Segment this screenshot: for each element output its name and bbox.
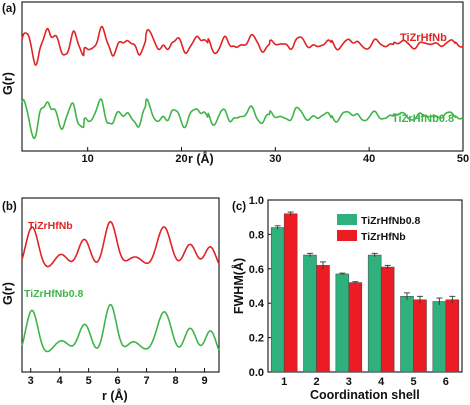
panel-b-curve-tizrhfnb [21, 220, 220, 268]
panel-c-ytick-label: 0.4 [249, 298, 265, 310]
bar-tizrhfnb08-shell-2 [303, 254, 317, 373]
bar-tizrhfnb-shell-5 [413, 299, 427, 373]
panel-c-ylabel: FWHM(Å) [231, 258, 246, 314]
panel-b-xtick-label: 7 [144, 375, 150, 387]
panel-b: (b) 3 4 5 6 7 8 9 r (Å) G(r) TiZrHfNb TiZrHfNb… [1, 197, 220, 403]
panel-a-xtick-label: 20 [175, 153, 187, 165]
panel-b-label: (b) [2, 201, 17, 213]
panel-c-ytick-label: 1.0 [249, 195, 264, 207]
panel-b-series-label-red: TiZrHfNb [28, 220, 73, 232]
panel-a-label: (a) [2, 3, 16, 15]
panel-c-xtick-label: 2 [313, 376, 319, 388]
panel-a-frame [21, 1, 464, 152]
panel-b-xtick-label: 5 [86, 375, 92, 387]
panel-c-ytick-label: 0.6 [249, 264, 264, 276]
panel-a-series-label-red: TiZrHfNb [400, 32, 447, 44]
bar-tizrhfnb08-shell-6 [432, 301, 447, 373]
panel-b-ylabel: G(r) [1, 282, 15, 305]
panel-a-series-label-green: TiZrHfNb0.8 [392, 113, 454, 125]
panel-b-xtick-label: 9 [201, 375, 207, 387]
panel-c-xtick-label: 3 [346, 376, 352, 388]
panel-b-xtick-label: 8 [172, 375, 178, 387]
bar-tizrhfnb-shell-1 [283, 213, 298, 373]
panel-a-xtick-label: 50 [457, 153, 469, 165]
panel-b-curve-tizrhfnb08 [21, 303, 220, 353]
panel-c-xlabel: Coordination shell [310, 388, 420, 402]
panel-a-ylabel: G(r) [1, 72, 15, 95]
bar-tizrhfnb08-shell-1 [270, 227, 285, 373]
panel-c-ytick-label: 0.8 [249, 229, 264, 241]
bar-tizrhfnb-shell-6 [445, 299, 460, 373]
panel-a-xtick-label: 30 [269, 153, 281, 165]
panel-b-xtick-label: 6 [115, 375, 121, 387]
panel-a-xtick-label: 10 [82, 153, 94, 165]
bar-tizrhfnb-shell-2 [316, 265, 330, 373]
panel-b-xlabel: r (Å) [102, 388, 128, 403]
panel-a-xtick-label: 40 [363, 153, 375, 165]
legend-swatch-0 [337, 214, 357, 225]
panel-b-series-label-green: TiZrHfNb0.8 [24, 288, 83, 300]
panel-b-xtick-label: 4 [57, 375, 64, 387]
panel-c: (c) 0.0 0.2 0.4 0.6 0.8 1.0 1 2 3 4 5 6 TiZrHfNb0.… [231, 195, 463, 402]
panel-c-xtick-label: 5 [410, 376, 416, 388]
legend-swatch-1 [337, 230, 357, 241]
panel-a-curve-tizrhfnb [21, 25, 464, 66]
panel-c-frame [267, 199, 463, 373]
bar-tizrhfnb08-shell-4 [367, 254, 382, 373]
bar-tizrhfnb08-shell-3 [335, 273, 350, 373]
panel-a-xlabel: r (Å) [188, 151, 214, 166]
panel-c-label: (c) [232, 201, 246, 213]
panel-c-xtick-label: 6 [443, 376, 449, 388]
bar-tizrhfnb08-shell-5 [400, 296, 414, 373]
panel-c-ytick-label: 0.2 [249, 333, 264, 345]
panel-c-ytick-label: 0.0 [249, 367, 264, 379]
panel-c-xtick-label: 4 [378, 376, 385, 388]
bar-tizrhfnb-shell-3 [348, 282, 363, 373]
bar-tizrhfnb-shell-4 [380, 266, 395, 373]
legend-label-0: TiZrHfNb0.8 [361, 215, 420, 227]
panel-a: (a) 10 20 30 40 50 r (Å) G(r) TiZrHfNb TiZrH… [1, 1, 469, 166]
panel-b-xtick-label: 3 [28, 375, 34, 387]
panel-a-curve-tizrhfnb08 [21, 98, 464, 140]
panel-b-frame [21, 197, 220, 373]
legend-label-1: TiZrHfNb [361, 231, 406, 243]
panel-c-xtick-label: 1 [281, 376, 287, 388]
panel-c-legend: TiZrHfNb0.8 TiZrHfNb [337, 214, 420, 243]
